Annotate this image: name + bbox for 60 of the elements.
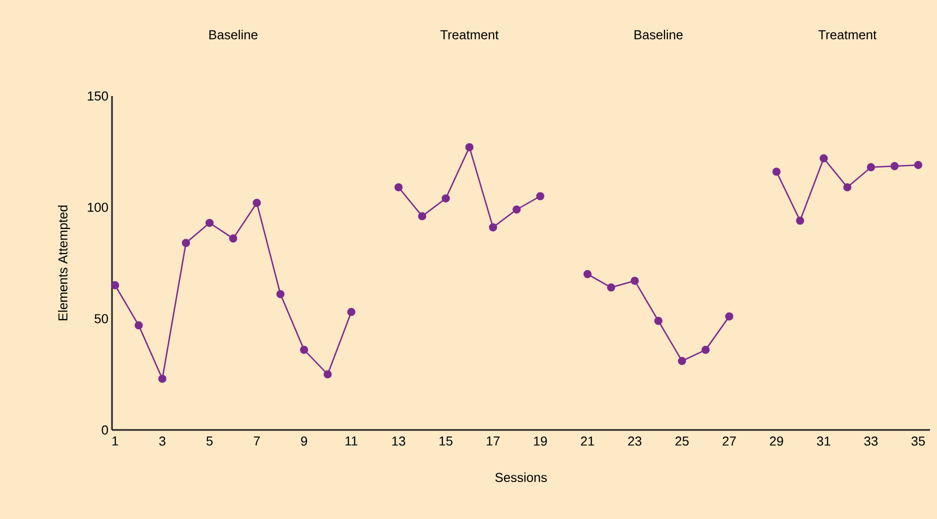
point [583,270,592,278]
x-tick-label: 29 [770,436,784,446]
point [843,183,852,192]
point [630,276,639,285]
text: Treatment [440,30,499,40]
point [465,143,474,152]
point [512,205,521,214]
point [134,321,143,330]
point [252,198,261,207]
x-tick-label: 25 [675,436,689,446]
x-tick-label: 17 [486,436,500,446]
x-tick-label: 35 [912,436,925,446]
point [442,194,450,202]
y-tick-label: 0 [102,425,108,435]
point [702,346,710,354]
point [394,183,403,192]
y-tick-label: 150 [88,91,108,101]
y-tick-label: 50 [94,314,108,324]
point [300,346,308,354]
point [158,374,166,383]
point [536,192,544,200]
point [488,223,498,232]
point [276,290,285,298]
point [914,160,922,170]
point [820,154,828,162]
x-tick-label: 27 [722,436,736,446]
x-tick-label: 33 [864,436,878,446]
point [205,218,214,227]
point [772,168,781,176]
point [725,312,734,321]
point [678,356,686,366]
point [890,162,899,170]
text: Baseline [634,30,683,40]
x-tick-label: 15 [440,436,452,446]
y-tick-label: 100 [88,202,108,212]
point [324,370,332,378]
point [347,308,356,316]
x-tick-label: 3 [159,436,166,446]
x-axis-title: Sessions [495,472,547,482]
point [182,238,190,248]
point [866,163,876,172]
point [654,316,662,325]
x-tick-label: 21 [580,436,594,446]
text: Baseline [209,30,258,40]
x-tick-label: 31 [817,436,830,446]
point [110,281,120,290]
x-tick-label: 1 [112,436,118,446]
point [229,234,238,243]
x-tick-label: 23 [628,436,642,446]
point [607,283,616,292]
x-tick-label: 9 [301,436,308,446]
x-tick-label: 7 [254,436,260,446]
x-tick-label: 19 [534,436,547,446]
x-tick-label: 5 [206,436,213,446]
point [796,216,804,225]
x-tick-label: 13 [392,436,406,446]
x-tick-label: 11 [346,436,358,446]
y-axis-title: Elements Attempted [58,206,70,320]
point [418,212,426,220]
text: Treatment [818,30,877,40]
